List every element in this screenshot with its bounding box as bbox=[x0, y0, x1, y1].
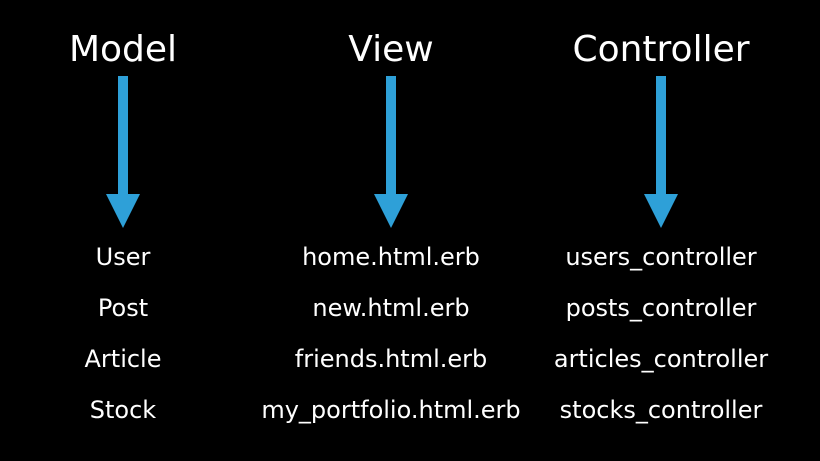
controller-item: stocks_controller bbox=[559, 396, 763, 424]
view-column: View home.html.erb new.html.erb friends.… bbox=[250, 0, 532, 461]
view-list: home.html.erb new.html.erb friends.html.… bbox=[250, 236, 532, 440]
controller-item: articles_controller bbox=[553, 345, 769, 373]
controller-column: Controller users_controller posts_contro… bbox=[538, 0, 784, 461]
model-list: User Post Article Stock bbox=[32, 236, 214, 440]
view-item: new.html.erb bbox=[312, 294, 470, 322]
controller-heading: Controller bbox=[572, 29, 750, 70]
model-column: Model User Post Article Stock bbox=[32, 0, 214, 461]
controller-list: users_controller posts_controller articl… bbox=[538, 236, 784, 440]
down-arrow-icon bbox=[644, 76, 678, 228]
down-arrow-icon bbox=[106, 76, 140, 228]
model-item: Article bbox=[84, 345, 162, 373]
model-item: Stock bbox=[89, 396, 157, 424]
model-item: Post bbox=[97, 294, 149, 322]
view-item: friends.html.erb bbox=[294, 345, 488, 373]
controller-item: users_controller bbox=[565, 243, 757, 271]
model-item: User bbox=[95, 243, 151, 271]
view-heading: View bbox=[348, 29, 434, 70]
view-item: my_portfolio.html.erb bbox=[261, 396, 521, 424]
controller-item: posts_controller bbox=[565, 294, 757, 322]
model-heading: Model bbox=[68, 29, 178, 70]
view-item: home.html.erb bbox=[302, 243, 480, 271]
down-arrow-icon bbox=[374, 76, 408, 228]
